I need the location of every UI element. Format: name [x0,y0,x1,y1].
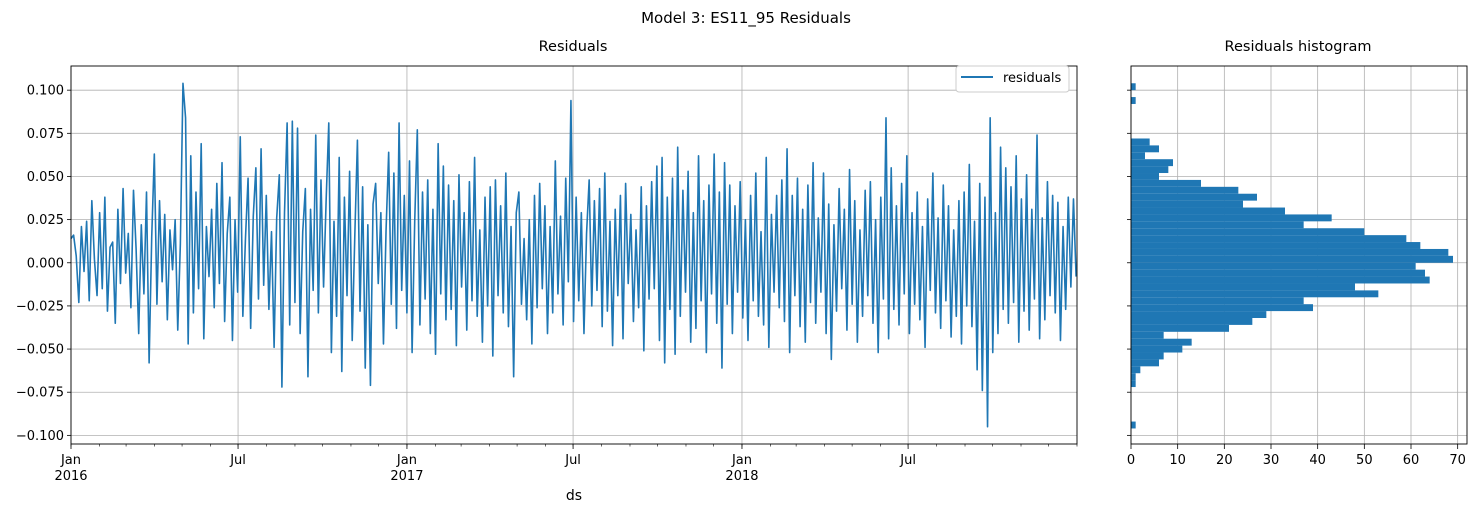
hist-bar [1131,193,1257,201]
hist-x-tick-label: 70 [1449,453,1466,468]
main-x-tick-label: Jan [60,453,81,468]
hist-bar [1131,290,1379,298]
hist-bar [1131,207,1285,215]
main-y-tick-label: 0.100 [27,84,64,99]
hist-x-tick-label: 60 [1403,453,1420,468]
hist-bar [1131,331,1164,339]
hist-x-tick-label: 20 [1216,453,1233,468]
main-y-tick-label: −0.050 [16,343,64,358]
hist-bar [1131,255,1453,263]
main-y-tick-label: −0.100 [16,429,64,444]
hist-bar [1131,352,1164,360]
hist-bar [1131,345,1183,353]
hist-x-tick-label: 30 [1263,453,1280,468]
hist-bar [1131,248,1449,256]
hist-bar [1131,214,1332,222]
legend-label: residuals [1003,71,1062,86]
main-x-tick-sublabel: 2018 [725,469,758,484]
legend-box [955,65,1070,93]
hist-y-axis [1127,89,1131,436]
hist-bar [1131,186,1239,194]
hist-x-tick-label: 10 [1169,453,1186,468]
hist-x-axis: 0 10 20 30 40 50 60 70 [1127,444,1466,468]
main-y-tick-label: 0.075 [27,127,64,142]
hist-bar [1131,269,1425,277]
main-y-tick-label: 0.025 [27,213,64,228]
hist-bar [1131,338,1192,346]
hist-bar [1131,304,1313,312]
hist-bar [1131,97,1136,104]
hist-bar [1131,228,1365,236]
hist-bar [1131,318,1253,325]
hist-bar [1131,221,1304,229]
residuals-line [70,82,1077,428]
main-y-axis: 0.100 0.075 0.050 0.025 0.000 −0.025 −0.050 −0.… [16,84,71,444]
line-chart-title: Residuals [539,39,608,55]
hist-bar [1131,173,1159,180]
hist-bar [1131,200,1243,208]
hist-bar [1131,297,1304,305]
hist-bar [1131,262,1416,270]
hist-bar [1131,324,1229,332]
hist-bar [1131,235,1407,243]
hist-bar [1131,83,1136,91]
main-y-tick-label: 0.050 [27,170,64,185]
hist-x-tick-label: 50 [1356,453,1373,468]
main-x-tick-sublabel: 2017 [390,469,423,484]
hist-x-tick-label: 40 [1309,453,1326,468]
main-y-tick-label: −0.075 [16,386,64,401]
x-axis-label: ds [566,488,582,504]
hist-bar [1131,373,1136,381]
main-x-tick-label: Jul [899,453,916,468]
main-axes-frame [70,65,1078,445]
main-x-tick-label: Jan [396,453,417,468]
main-y-tick-label: 0.000 [27,256,64,271]
hist-bar [1131,311,1267,318]
main-x-tick-label: Jul [229,453,246,468]
hist-bar [1131,152,1145,160]
hist-x-tick-label: 0 [1127,453,1135,468]
legend: residuals [955,65,1070,93]
main-x-tick-label: Jul [564,453,581,468]
histogram-title: Residuals histogram [1225,39,1372,55]
residuals-line-chart: Residuals 0.100 0.075 0.050 0.025 0.000 −0.02… [16,39,1078,504]
hist-bar [1131,145,1159,153]
hist-bars [1131,83,1453,429]
residuals-histogram: Residuals histogram 0 10 20 30 40 50 60 70 [1127,39,1468,468]
hist-bar [1131,359,1159,367]
main-x-tick-label: Jan [731,453,752,468]
hist-bar [1131,166,1169,174]
hist-bar [1131,179,1201,187]
hist-bar [1131,276,1430,284]
hist-bar [1131,242,1421,249]
figure-title: Model 3: ES11_95 Residuals [641,9,851,28]
hist-bar [1131,366,1141,374]
hist-bar [1131,380,1136,388]
main-y-tick-label: −0.025 [16,299,64,314]
hist-bar [1131,421,1136,429]
hist-bar [1131,283,1355,291]
hist-bar [1131,138,1150,146]
hist-bar [1131,159,1173,167]
hist-axes-frame [1130,65,1468,445]
main-x-tick-sublabel: 2016 [54,469,87,484]
